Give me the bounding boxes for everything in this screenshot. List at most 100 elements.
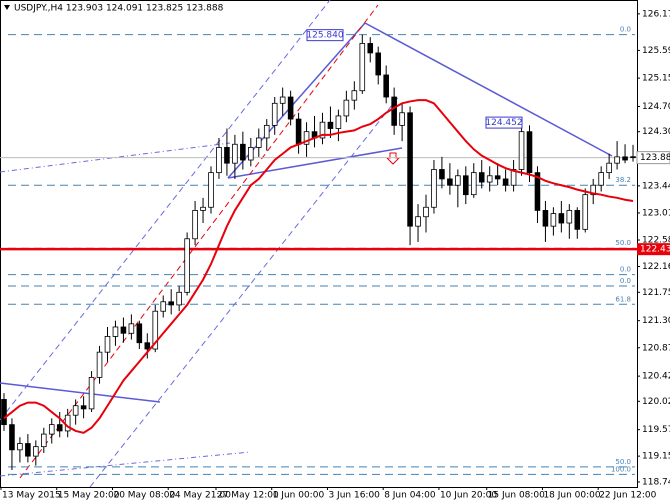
candle-body xyxy=(9,424,15,451)
dotted-trend xyxy=(0,142,231,173)
candle-body xyxy=(72,405,79,416)
candle-body xyxy=(598,172,604,186)
candle-body xyxy=(606,162,612,174)
candle-body xyxy=(494,175,501,180)
y-tick-label: 125.150 xyxy=(642,74,670,84)
level-label: 50.0 xyxy=(615,458,631,466)
x-tick-label: 27 May 12:00 xyxy=(217,491,279,501)
annotation-label: 124.452 xyxy=(485,118,522,128)
annotation-box xyxy=(485,116,523,129)
candle-body xyxy=(367,43,374,54)
candle-body xyxy=(574,210,581,230)
x-tick-label: 1 Jun 00:00 xyxy=(273,491,325,501)
y-tick-label: 121.300 xyxy=(642,316,670,326)
y-tick-label: 121.750 xyxy=(642,288,670,298)
candle-body xyxy=(335,115,342,129)
candle-body xyxy=(120,326,127,334)
candle-body xyxy=(375,52,382,76)
candle-body xyxy=(200,206,206,211)
candle-body xyxy=(271,102,278,126)
y-tick-label: 125.590 xyxy=(642,46,670,56)
x-tick-label: 15 Jun 08:00 xyxy=(488,491,545,501)
candle-body xyxy=(112,326,119,337)
candle-body xyxy=(590,184,596,196)
candle-body xyxy=(630,156,636,159)
candle-body xyxy=(550,213,557,227)
candle-body xyxy=(263,124,270,139)
candle-body xyxy=(208,172,214,208)
x-tick-label: 18 Jun 00:00 xyxy=(543,491,600,501)
x-tick-label: 20 May 08:00 xyxy=(113,491,175,501)
candle-body xyxy=(192,210,198,240)
annotation-label: 125.840 xyxy=(306,31,343,41)
candle-body xyxy=(582,194,589,230)
candle-body xyxy=(240,143,246,161)
candle-body xyxy=(104,336,111,353)
plot-frame xyxy=(0,0,638,488)
chart-title: USDJPY.,H4 123.903 124.091 123.825 123.8… xyxy=(14,4,224,14)
candle-body xyxy=(534,172,541,211)
level-label: 0.0 xyxy=(620,266,631,274)
current-price-label: 123.888 xyxy=(640,153,670,163)
candle-body xyxy=(327,121,334,129)
candle-body xyxy=(486,175,493,183)
candle-body xyxy=(96,351,103,378)
moving-average xyxy=(3,99,634,434)
candle-body xyxy=(431,169,437,208)
y-tick-label: 123.010 xyxy=(642,208,670,218)
candle-body xyxy=(303,131,310,145)
candle-body xyxy=(48,424,55,435)
support-label: 122.435 xyxy=(640,245,670,255)
candle-body xyxy=(56,424,63,432)
candle-body xyxy=(391,96,397,126)
level-label: 61.8 xyxy=(615,295,631,303)
x-tick-label: 15 May 20:00 xyxy=(58,491,120,501)
level-label: 0.0 xyxy=(620,26,631,34)
channel-center xyxy=(19,4,379,479)
menu-arrow xyxy=(4,5,10,10)
candle-body xyxy=(407,112,413,227)
y-tick-label: 124.700 xyxy=(642,102,670,112)
level-label: 38.2 xyxy=(615,176,631,184)
candle-body xyxy=(518,131,525,170)
candle-body xyxy=(248,147,254,161)
candle-body xyxy=(558,213,565,224)
x-tick-label: 22 Jun 12:00 xyxy=(599,491,656,501)
current-price-tag xyxy=(636,151,670,165)
candle-body xyxy=(168,301,174,306)
x-tick-label: 13 May 2015 xyxy=(2,491,61,501)
candle-body xyxy=(1,399,7,426)
candle-body xyxy=(279,96,286,104)
candle-body xyxy=(80,405,87,410)
channel-lines xyxy=(0,0,401,488)
candle-body xyxy=(25,443,31,457)
candle-body xyxy=(184,238,190,293)
candle-body xyxy=(136,323,143,344)
annotation-box xyxy=(306,29,344,42)
candle-body xyxy=(351,90,358,101)
y-tick-label: 120.420 xyxy=(642,372,670,382)
candle-body xyxy=(470,172,477,196)
y-tick-label: 118.740 xyxy=(642,477,670,487)
candle-body xyxy=(41,433,47,448)
y-tick-label: 122.580 xyxy=(642,236,670,246)
candle-body xyxy=(319,121,326,139)
candle-body xyxy=(224,147,230,164)
y-tick-label: 123.440 xyxy=(642,181,670,191)
x-tick-label: 10 Jun 20:00 xyxy=(440,491,497,501)
candle-body xyxy=(359,43,366,92)
support-tag xyxy=(637,243,670,256)
level-label: 0.0 xyxy=(620,277,631,285)
candle-body xyxy=(144,342,151,350)
x-tick-label: 24 May 21:00 xyxy=(169,491,231,501)
candle-body xyxy=(152,310,159,350)
candle-body xyxy=(128,323,135,334)
channel-edge xyxy=(0,0,331,421)
channel-edge xyxy=(89,94,401,488)
level-label: 50.0 xyxy=(615,239,631,247)
candle-body xyxy=(526,131,533,174)
trendline xyxy=(364,22,613,157)
y-tick-label: 122.160 xyxy=(642,262,670,272)
candle-body xyxy=(463,175,469,196)
